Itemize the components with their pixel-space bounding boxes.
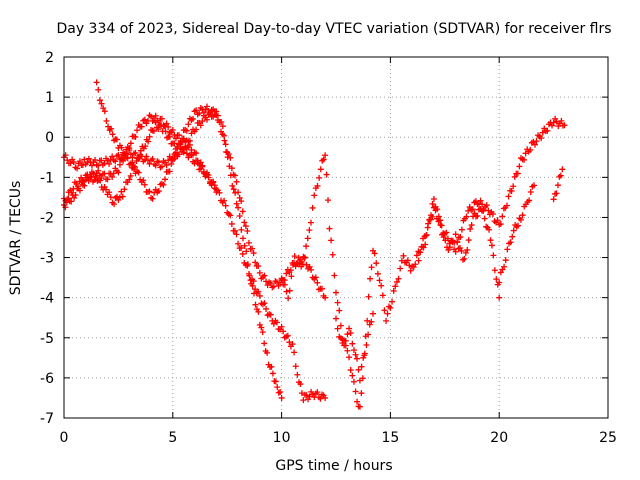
x-tick-label: 20 <box>490 430 508 446</box>
x-tick-label: 10 <box>273 430 291 446</box>
series-track-f <box>415 195 503 301</box>
y-tick-label: -3 <box>40 251 54 267</box>
series-track-i-markers <box>333 310 376 384</box>
x-tick-label: 15 <box>381 430 399 446</box>
data-points <box>61 79 568 410</box>
y-tick-label: -4 <box>40 291 54 307</box>
series-track-e-markers <box>278 115 568 410</box>
series-track-e <box>278 115 568 410</box>
y-tick-label: 2 <box>45 50 54 66</box>
y-tick-label: -1 <box>40 170 54 186</box>
y-tick-label: 0 <box>45 130 54 146</box>
series-track-i <box>333 310 376 384</box>
y-tick-label: 1 <box>45 90 54 106</box>
series-track-g-markers <box>496 182 538 286</box>
plot-frame <box>63 56 609 419</box>
y-tick-label: -7 <box>40 411 54 427</box>
series-track-h-markers <box>550 166 566 203</box>
grid <box>64 57 608 418</box>
x-tick-label: 5 <box>168 430 177 446</box>
chart-title: Day 334 of 2023, Sidereal Day-to-day VTE… <box>56 21 611 37</box>
y-axis-label: SDTVAR / TECUs <box>8 181 24 296</box>
series-track-g <box>496 182 538 286</box>
series-track-b <box>93 79 329 301</box>
y-tick-label: -5 <box>40 331 54 347</box>
axis-ticks: 0 5 10 15 20 25 -7 -6 -5 -4 -3 -2 -1 0 1 2 <box>40 50 617 446</box>
x-tick-label: 25 <box>599 430 617 446</box>
x-axis-label: GPS time / hours <box>275 458 392 474</box>
series-track-f-markers <box>415 195 503 301</box>
y-tick-label: -2 <box>40 210 54 226</box>
y-tick-label: -6 <box>40 371 54 387</box>
x-tick-label: 0 <box>60 430 69 446</box>
series-track-b-markers <box>93 79 329 301</box>
series-track-h <box>550 166 566 203</box>
